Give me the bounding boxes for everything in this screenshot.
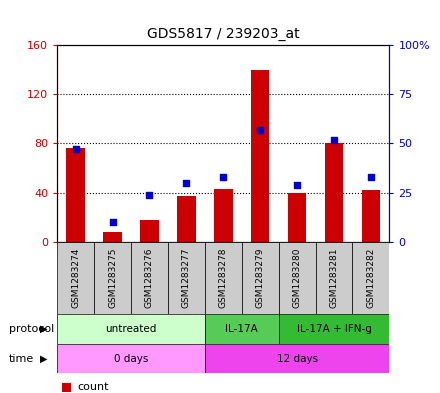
Text: GSM1283275: GSM1283275 xyxy=(108,248,117,308)
Bar xyxy=(205,314,279,344)
Text: GSM1283281: GSM1283281 xyxy=(330,248,338,308)
Text: ▶: ▶ xyxy=(40,354,48,364)
Bar xyxy=(279,242,315,314)
Point xyxy=(367,174,374,180)
Text: 0 days: 0 days xyxy=(114,354,148,364)
Point xyxy=(146,191,153,198)
Point xyxy=(220,174,227,180)
Bar xyxy=(214,189,232,242)
Bar xyxy=(325,143,343,242)
Text: GSM1283276: GSM1283276 xyxy=(145,248,154,308)
Bar xyxy=(251,70,269,242)
Text: GSM1283278: GSM1283278 xyxy=(219,248,228,308)
Text: IL-17A + IFN-g: IL-17A + IFN-g xyxy=(297,324,371,334)
Bar xyxy=(315,242,352,314)
Text: GSM1283277: GSM1283277 xyxy=(182,248,191,308)
Bar xyxy=(103,232,122,242)
Bar xyxy=(140,220,159,242)
Text: protocol: protocol xyxy=(9,324,54,334)
Bar xyxy=(288,193,306,242)
Point xyxy=(72,146,79,152)
Text: GSM1283274: GSM1283274 xyxy=(71,248,80,308)
Text: count: count xyxy=(77,382,109,393)
Bar xyxy=(131,242,168,314)
Bar xyxy=(352,242,389,314)
Bar xyxy=(168,242,205,314)
Text: GSM1283279: GSM1283279 xyxy=(256,248,265,308)
Text: GSM1283280: GSM1283280 xyxy=(293,248,302,308)
Bar xyxy=(279,314,389,344)
Bar xyxy=(66,148,85,242)
Bar xyxy=(177,196,196,242)
Bar xyxy=(57,242,94,314)
Text: IL-17A: IL-17A xyxy=(225,324,258,334)
Bar xyxy=(362,190,380,242)
Text: untreated: untreated xyxy=(105,324,157,334)
Point xyxy=(330,136,337,143)
Bar xyxy=(205,344,389,373)
Point xyxy=(183,180,190,186)
Point xyxy=(109,219,116,225)
Text: GSM1283282: GSM1283282 xyxy=(367,248,375,308)
Text: 12 days: 12 days xyxy=(277,354,318,364)
Bar xyxy=(205,242,242,314)
Bar xyxy=(242,242,279,314)
Text: ▶: ▶ xyxy=(40,324,48,334)
Point xyxy=(257,127,264,133)
Text: time: time xyxy=(9,354,34,364)
Title: GDS5817 / 239203_at: GDS5817 / 239203_at xyxy=(147,28,300,41)
Bar xyxy=(94,242,131,314)
Bar xyxy=(57,314,205,344)
Bar xyxy=(57,344,205,373)
Point xyxy=(293,182,301,188)
